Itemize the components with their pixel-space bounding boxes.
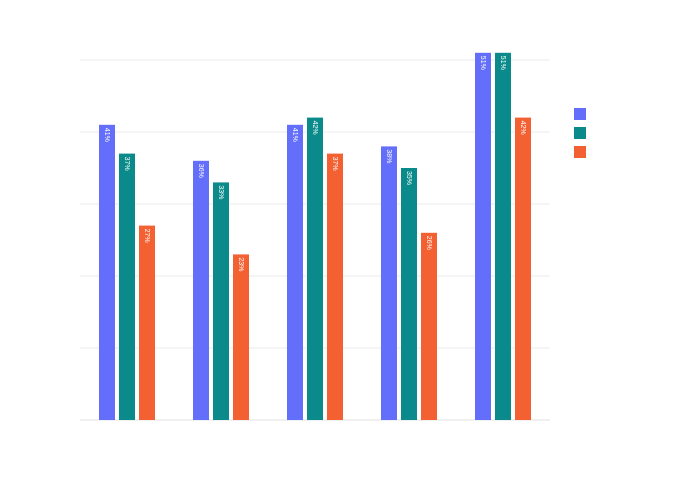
bar — [213, 182, 229, 420]
bar — [421, 232, 437, 420]
bar — [327, 153, 343, 420]
bar-value-label: 27% — [143, 229, 150, 243]
bar-value-label: 41% — [291, 128, 298, 142]
bar-value-label: 37% — [123, 157, 130, 171]
bars — [99, 52, 531, 421]
bar-value-label: 38% — [385, 149, 392, 163]
bar — [401, 168, 417, 420]
bar-value-label: 42% — [519, 121, 526, 135]
bar-value-label: 37% — [331, 157, 338, 171]
bar — [287, 124, 303, 421]
legend-swatch[interactable] — [574, 127, 586, 139]
bar-value-label: 42% — [311, 121, 318, 135]
bar — [515, 117, 531, 420]
bar — [495, 52, 511, 421]
bar-value-label: 23% — [237, 257, 244, 271]
bar-value-label: 33% — [217, 185, 224, 199]
bar-value-label: 51% — [479, 56, 486, 70]
bar — [119, 153, 135, 420]
legend — [574, 108, 586, 158]
bar-labels: 41% 37% 27% 36% 33% 23% 41% 42% 37% 38% 35% 26% 51% 5… — [103, 56, 526, 272]
bar — [139, 225, 155, 420]
legend-swatch[interactable] — [574, 146, 586, 158]
bar — [193, 160, 209, 421]
bar — [99, 124, 115, 421]
bar — [381, 146, 397, 420]
bar-value-label: 36% — [197, 164, 204, 178]
legend-swatch[interactable] — [574, 108, 586, 120]
bar — [475, 52, 491, 421]
bar-value-label: 26% — [425, 236, 432, 250]
bar — [233, 254, 249, 420]
bar — [307, 117, 323, 420]
bar-value-label: 35% — [405, 171, 412, 185]
bar-value-label: 41% — [103, 128, 110, 142]
bar-value-label: 51% — [499, 56, 506, 70]
